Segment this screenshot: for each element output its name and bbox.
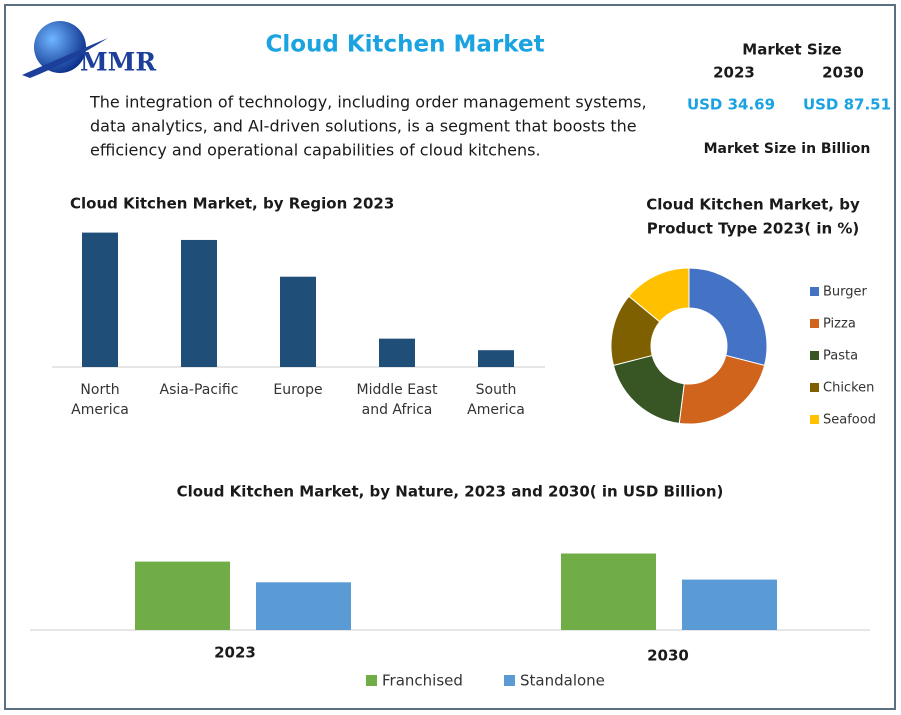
legend-swatch: [366, 675, 377, 686]
x-tick-label: South: [476, 382, 517, 398]
bar: [135, 561, 230, 630]
legend-swatch: [810, 383, 819, 392]
x-tick-label: Asia-Pacific: [160, 382, 239, 398]
legend-label: Pizza: [823, 317, 856, 332]
pie-slice: [612, 354, 685, 424]
market-value: USD 34.69: [687, 96, 775, 114]
legend-swatch: [810, 319, 819, 328]
x-tick-label: and Africa: [362, 402, 433, 418]
year: 2030: [822, 64, 864, 82]
market-value: USD 87.51: [803, 96, 891, 114]
legend-label: Pasta: [823, 349, 858, 364]
market-size-label: Market Size: [742, 41, 841, 59]
bar: [181, 239, 217, 367]
x-tick-label: America: [71, 402, 129, 418]
bar: [280, 276, 316, 367]
legend-label: Chicken: [823, 381, 874, 396]
legend-swatch: [810, 415, 819, 424]
pie-slice: [628, 267, 690, 323]
chart-title: Cloud Kitchen Market, by Region 2023: [70, 195, 394, 213]
logo-swoosh: [22, 38, 108, 78]
x-tick-label: 2023: [214, 644, 256, 662]
bar: [82, 232, 118, 367]
logo-text: MMR: [80, 48, 156, 77]
bar: [379, 338, 415, 367]
description: efficiency and operational capabilities …: [90, 141, 541, 160]
legend-label: Burger: [823, 285, 868, 300]
legend-label: Standalone: [520, 672, 605, 690]
bar: [682, 579, 777, 630]
x-tick-label: Middle East: [357, 382, 438, 398]
x-tick-label: North: [80, 382, 119, 398]
description: data analytics, and AI-driven solutions,…: [90, 117, 637, 136]
legend-swatch: [504, 675, 515, 686]
legend-label: Seafood: [823, 413, 876, 428]
bar: [561, 553, 656, 630]
chart-title: Cloud Kitchen Market, by: [646, 196, 860, 214]
logo-globe: [34, 21, 86, 73]
x-tick-label: 2030: [647, 647, 689, 665]
legend-label: Franchised: [382, 672, 463, 690]
title: Cloud Kitchen Market: [265, 32, 544, 58]
year: 2023: [713, 64, 755, 82]
legend-swatch: [810, 287, 819, 296]
legend-swatch: [810, 351, 819, 360]
bar: [256, 582, 351, 630]
pie-slice: [678, 354, 766, 425]
x-tick-label: Europe: [273, 382, 322, 398]
market-note: Market Size in Billion: [704, 141, 871, 157]
pie-slice: [688, 267, 768, 367]
chart-title: Product Type 2023( in %): [647, 220, 860, 238]
bar: [478, 350, 514, 367]
x-tick-label: America: [467, 402, 525, 418]
description: The integration of technology, including…: [89, 93, 647, 112]
frame: [4, 4, 896, 710]
chart-title: Cloud Kitchen Market, by Nature, 2023 an…: [177, 483, 724, 501]
